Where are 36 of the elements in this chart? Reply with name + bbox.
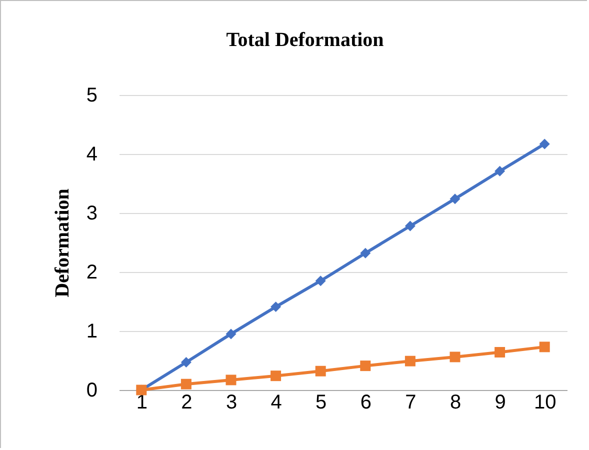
point [450, 352, 460, 362]
x-tick-label: 4 [270, 392, 282, 414]
y-tick-label: 2 [86, 262, 98, 284]
point [180, 357, 192, 368]
x-tick-label: 6 [360, 392, 372, 414]
y-axis-title: Deformation [51, 188, 74, 298]
x-tick-label: 8 [450, 392, 462, 414]
point [539, 138, 550, 150]
point [404, 220, 416, 232]
x-tick-label: 5 [316, 392, 327, 414]
x-tick-label: 3 [226, 392, 238, 414]
x-tick-label: 2 [181, 392, 192, 414]
point [315, 366, 326, 376]
point [180, 378, 192, 390]
point [494, 346, 506, 358]
point [360, 360, 371, 372]
y-tick-label: 3 [86, 202, 98, 224]
x-tick-label: 7 [405, 392, 416, 414]
chart-title: Total Deformation [226, 29, 384, 51]
point [450, 194, 460, 204]
point [539, 342, 550, 352]
point [494, 166, 506, 176]
point [270, 370, 282, 382]
point [270, 302, 282, 312]
point [404, 356, 416, 366]
x-tick-label: 1 [136, 392, 148, 414]
x-tick-label: 10 [534, 392, 556, 414]
point [315, 276, 326, 286]
y-tick-label: 4 [86, 144, 98, 166]
x-tick-label: 9 [494, 392, 506, 414]
point [226, 328, 236, 340]
y-tick-label: 1 [86, 320, 98, 342]
y-tick-label: 0 [86, 380, 98, 402]
point [360, 248, 371, 258]
point [226, 374, 236, 386]
y-tick-label: 5 [86, 84, 98, 106]
